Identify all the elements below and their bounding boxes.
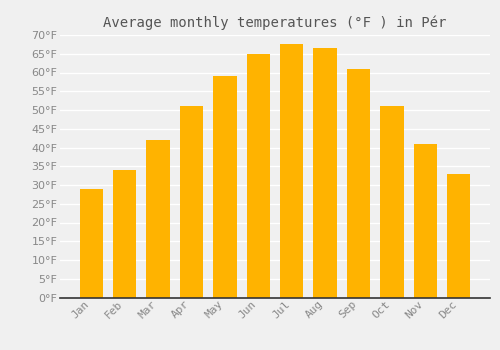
Bar xyxy=(113,170,136,298)
Bar xyxy=(447,174,470,298)
Bar xyxy=(380,106,404,298)
Bar xyxy=(80,189,103,298)
Title: Average monthly temperatures (°F ) in Pér: Average monthly temperatures (°F ) in Pé… xyxy=(104,15,446,30)
Bar xyxy=(414,144,437,298)
Bar xyxy=(280,44,303,298)
Bar xyxy=(146,140,170,298)
Bar xyxy=(180,106,203,298)
Bar xyxy=(314,48,337,298)
Bar xyxy=(347,69,370,298)
Bar xyxy=(213,76,236,298)
Bar xyxy=(246,54,270,298)
